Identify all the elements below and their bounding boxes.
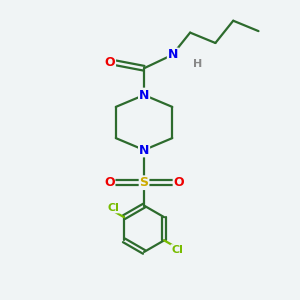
Text: O: O (104, 176, 115, 189)
Text: H: H (193, 59, 202, 69)
Text: N: N (168, 48, 178, 62)
Text: O: O (173, 176, 184, 189)
Text: Cl: Cl (108, 202, 120, 212)
Text: Cl: Cl (171, 245, 183, 255)
Text: O: O (105, 56, 115, 69)
Text: S: S (140, 176, 148, 189)
Text: N: N (139, 88, 149, 101)
Text: N: N (139, 143, 149, 157)
